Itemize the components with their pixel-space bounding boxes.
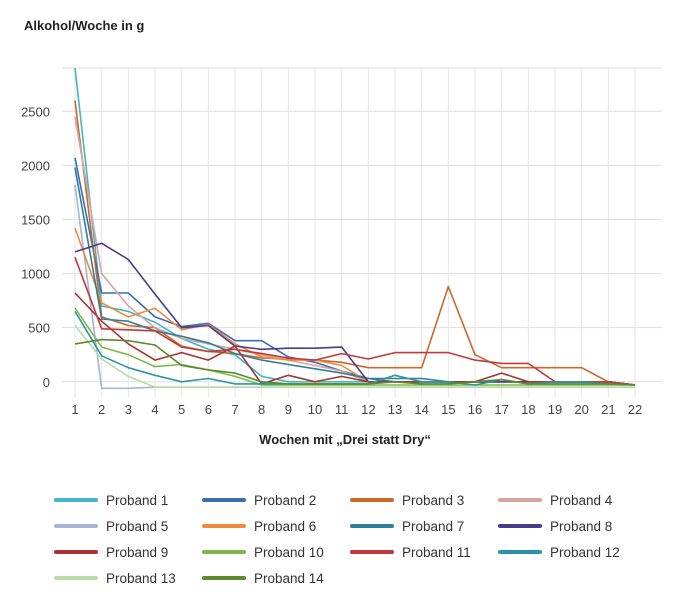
x-tick-label: 9: [285, 402, 292, 417]
legend-item: Proband 4: [498, 490, 612, 510]
legend-swatch: [202, 498, 246, 502]
legend-item: Proband 8: [498, 516, 612, 536]
legend-swatch: [54, 576, 98, 580]
legend-item: Proband 9: [54, 542, 168, 562]
legend-swatch: [350, 550, 394, 554]
series-line-proband-4: [74, 116, 636, 386]
series-line-proband-14: [74, 338, 636, 386]
series-line-proband-7: [74, 167, 636, 386]
x-tick-label: 7: [231, 402, 238, 417]
legend-label: Proband 3: [402, 492, 465, 508]
legend-label: Proband 7: [402, 518, 465, 534]
x-tick-label: 6: [205, 402, 212, 417]
legend-item: Proband 6: [202, 516, 316, 536]
legend-item: Proband 2: [202, 490, 316, 510]
x-tick-label: 20: [574, 402, 588, 417]
legend-swatch: [202, 524, 246, 528]
x-axis-title: Wochen mit „Drei statt Dry“: [259, 432, 431, 447]
legend-label: Proband 11: [402, 544, 471, 560]
legend-item: Proband 11: [350, 542, 471, 562]
legend-label: Proband 5: [106, 518, 169, 534]
x-tick-label: 19: [548, 402, 562, 417]
legend-label: Proband 9: [106, 544, 169, 560]
x-tick-label: 22: [628, 402, 642, 417]
x-tick-label: 21: [601, 402, 615, 417]
legend-label: Proband 12: [550, 544, 620, 560]
series-line-proband-11: [74, 257, 636, 386]
series-line-proband-3: [74, 100, 636, 386]
y-tick-label: 500: [28, 321, 50, 336]
legend-label: Proband 6: [254, 518, 317, 534]
legend-item: Proband 3: [350, 490, 464, 510]
gridlines: [62, 67, 662, 398]
legend-label: Proband 14: [254, 570, 324, 586]
legend-item: Proband 13: [54, 568, 176, 588]
y-tick-label: 1500: [21, 212, 50, 227]
x-tick-label: 11: [335, 402, 349, 417]
y-tick-label: 0: [43, 375, 50, 390]
x-tick-label: 8: [258, 402, 265, 417]
y-tick-label: 1000: [21, 267, 50, 282]
legend-item: Proband 14: [202, 568, 324, 588]
series-line-proband-10: [74, 307, 635, 386]
legend-swatch: [54, 524, 98, 528]
series-line-proband-13: [74, 325, 635, 389]
x-tick-label: 18: [521, 402, 535, 417]
legend-item: Proband 1: [54, 490, 168, 510]
legend-label: Proband 2: [254, 492, 317, 508]
x-tick-label: 14: [414, 402, 428, 417]
y-axis-title: Alkohol/Woche in g: [24, 18, 145, 33]
series-line-proband-6: [74, 227, 636, 386]
legend-swatch: [54, 498, 98, 502]
series-line-proband-1: [74, 67, 636, 386]
series-line-proband-8: [74, 242, 636, 386]
legend-swatch: [350, 498, 394, 502]
series-lines: [74, 67, 636, 390]
series-line-proband-2: [74, 157, 636, 386]
x-tick-label: 2: [98, 402, 105, 417]
y-tick-label: 2500: [21, 104, 50, 119]
legend-item: Proband 7: [350, 516, 464, 536]
legend-item: Proband 5: [54, 516, 168, 536]
legend-label: Proband 1: [106, 492, 169, 508]
x-tick-label: 16: [468, 402, 482, 417]
legend-swatch: [54, 550, 98, 554]
legend-swatch: [498, 550, 542, 554]
legend-label: Proband 13: [106, 570, 176, 586]
x-tick-label: 10: [308, 402, 322, 417]
legend-label: Proband 8: [550, 518, 613, 534]
series-line-proband-9: [74, 292, 636, 386]
x-tick-label: 15: [441, 402, 455, 417]
x-tick-label: 12: [361, 402, 375, 417]
x-tick-label: 17: [494, 402, 508, 417]
x-tick-label: 4: [151, 402, 158, 417]
x-tick-label: 13: [388, 402, 402, 417]
legend-label: Proband 4: [550, 492, 613, 508]
legend-label: Proband 10: [254, 544, 324, 560]
x-tick-labels: 1 2 3 4 5 6 7 8 9 10 11 12 13 14 15 16 17 18 19 20 21 22: [71, 402, 642, 417]
x-tick-label: 5: [178, 402, 185, 417]
y-tick-labels: 0 500 1000 1500 2000 2500: [21, 104, 50, 389]
series-line-proband-5: [74, 184, 635, 390]
y-tick-label: 2000: [21, 158, 50, 173]
legend-swatch: [350, 524, 394, 528]
x-tick-label: 3: [125, 402, 132, 417]
legend-swatch: [498, 524, 542, 528]
x-tick-label: 1: [71, 402, 78, 417]
legend-item: Proband 10: [202, 542, 324, 562]
legend-swatch: [498, 498, 542, 502]
legend-item: Proband 12: [498, 542, 620, 562]
legend-swatch: [202, 576, 246, 580]
legend-swatch: [202, 550, 246, 554]
